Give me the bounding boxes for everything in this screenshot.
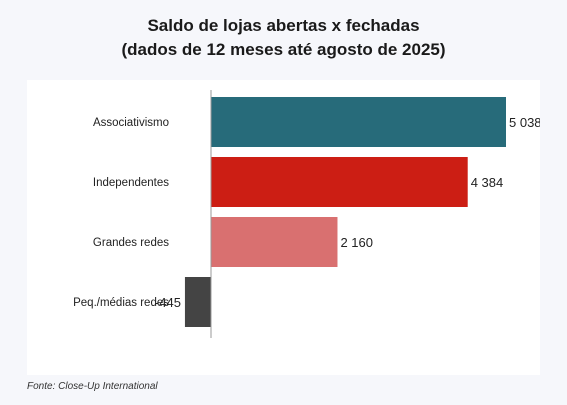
category-label-0: Associativismo (93, 117, 169, 129)
chart-panel: Associativismo 5 038 Independentes 4 384 Gra… (27, 80, 542, 375)
category-label-3: Peq./médias redes (73, 297, 169, 309)
bar-2 (211, 217, 338, 267)
value-label-2: 2 160 (340, 235, 373, 250)
value-label-0: 5 038 (509, 115, 540, 130)
bar-3 (184, 277, 211, 327)
value-label-1: 4 384 (471, 175, 504, 190)
category-label-1: Independentes (93, 177, 169, 189)
category-label-2: Grandes redes (93, 237, 169, 249)
chart-subtitle: (dados de 12 meses até agosto de 2025) (121, 40, 446, 59)
bar-1 (211, 157, 468, 207)
bar-chart: Associativismo 5 038 Independentes 4 384 Gra… (73, 90, 542, 338)
source-note: Fonte: Close-Up International (27, 381, 158, 392)
chart-title: Saldo de lojas abertas x fechadas (147, 16, 420, 35)
bar-0 (211, 97, 506, 147)
value-label-3: -445 (155, 295, 181, 310)
